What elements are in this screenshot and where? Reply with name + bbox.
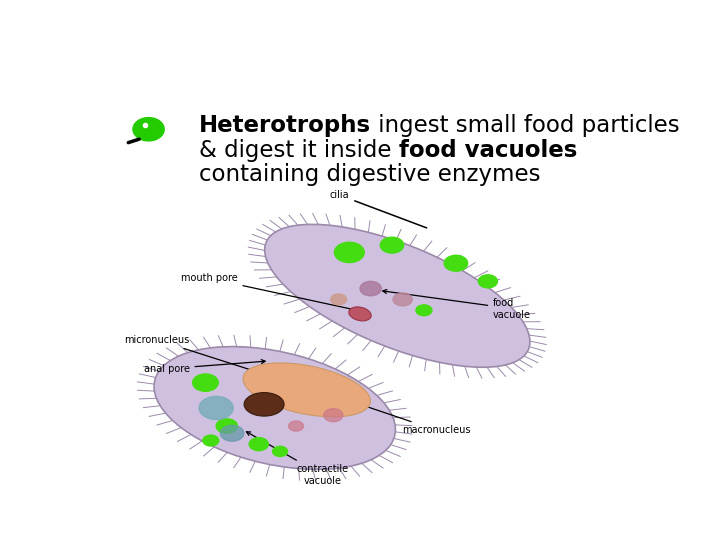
Text: micronucleus: micronucleus [125,335,287,382]
Circle shape [203,435,219,446]
Circle shape [360,281,382,296]
Text: food
vacuole: food vacuole [383,289,531,320]
Ellipse shape [244,393,284,416]
Circle shape [324,409,343,422]
Text: cilia: cilia [330,190,427,228]
Circle shape [249,437,269,451]
Ellipse shape [265,224,530,367]
Text: anal pore: anal pore [143,360,265,374]
Text: Heterotrophs: Heterotrophs [199,113,371,137]
Text: containing digestive enzymes: containing digestive enzymes [199,164,540,186]
Circle shape [216,419,238,433]
Circle shape [199,396,233,420]
Circle shape [444,255,467,271]
Circle shape [220,426,244,441]
Ellipse shape [154,347,395,469]
Circle shape [133,118,164,141]
Ellipse shape [348,307,372,321]
Ellipse shape [243,363,370,417]
Text: food vacuoles: food vacuoles [399,139,577,161]
Circle shape [273,447,287,456]
Circle shape [289,421,304,431]
Text: & digest it inside: & digest it inside [199,139,399,161]
Circle shape [393,293,413,306]
Circle shape [478,275,498,288]
Text: ingest small food particles: ingest small food particles [371,113,680,137]
Text: mouth pore: mouth pore [181,273,361,312]
Text: contractile
vacuole: contractile vacuole [246,432,348,486]
Circle shape [334,242,364,262]
Text: macronucleus: macronucleus [354,401,471,435]
Circle shape [330,294,347,305]
Circle shape [193,374,218,392]
Circle shape [416,305,432,316]
Circle shape [380,237,404,253]
